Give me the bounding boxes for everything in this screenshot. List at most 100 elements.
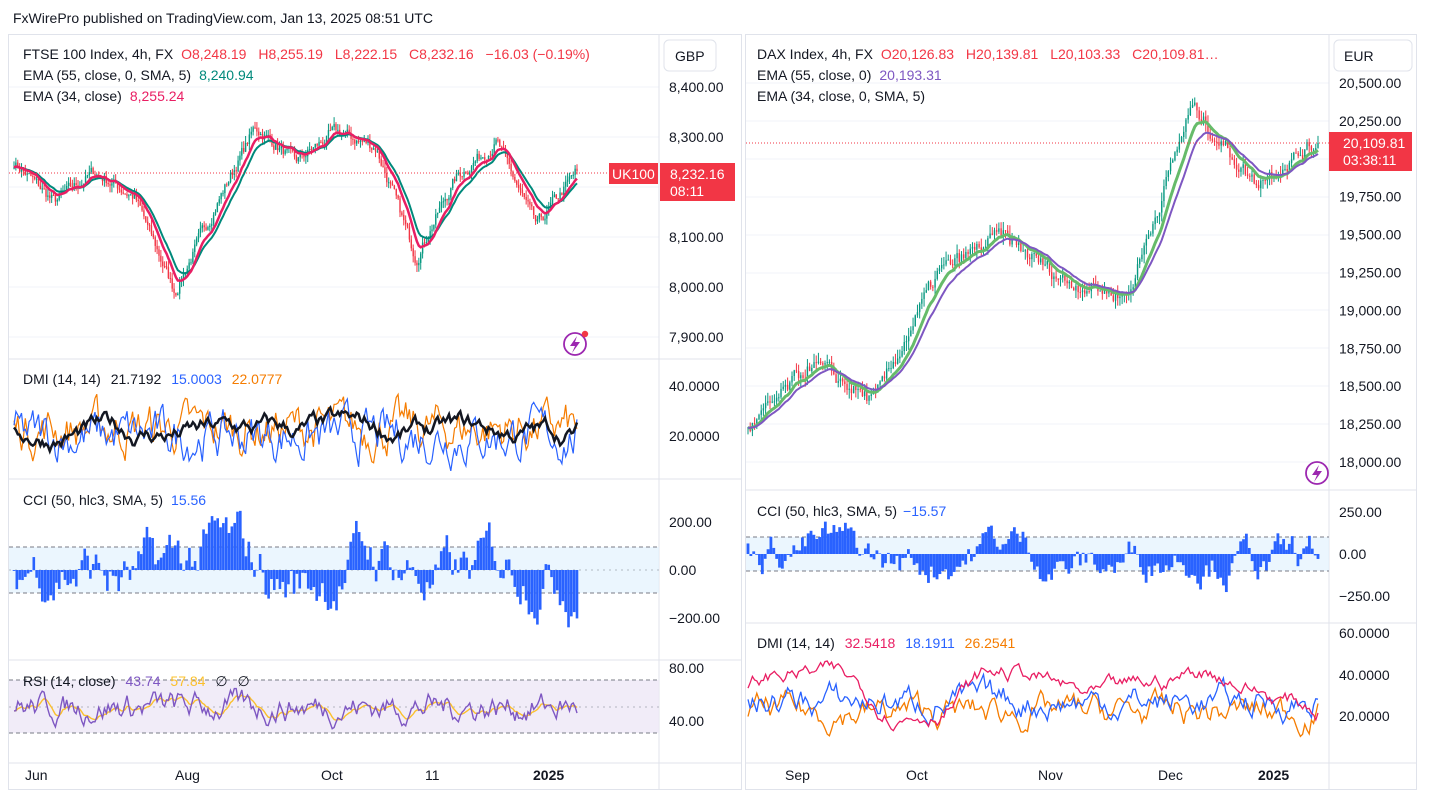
currency-button[interactable] (1333, 39, 1413, 72)
currency-button[interactable] (663, 39, 717, 72)
candle-body (1000, 228, 1002, 236)
candle-body (195, 238, 198, 245)
candle-body (1103, 288, 1106, 294)
candle-body (284, 150, 286, 154)
price-tick-label: 7,900.00 (669, 329, 724, 345)
cci-bar (346, 559, 350, 570)
candle-body (506, 152, 509, 159)
cci-bar (173, 545, 177, 570)
candle-body (18, 167, 21, 172)
cci-bar (24, 570, 27, 577)
cci-bar (752, 551, 756, 554)
candle-body (1075, 285, 1077, 291)
candle-body (280, 145, 283, 149)
cci-bar (924, 554, 927, 576)
candle-body (967, 251, 969, 254)
candle-body (978, 244, 980, 248)
candle-body (1011, 239, 1013, 245)
candle-body (536, 219, 539, 222)
candle-body (175, 292, 177, 296)
dax-chart-svg[interactable]: DAX Index, 4h, FX O20,126.83 H20,139.81 … (746, 35, 1417, 790)
ftse-chart-svg[interactable]: FTSE 100 Index, 4h, FX O8,248.19 H8,255.… (9, 35, 742, 790)
dax-last-price: 20,109.81 (1343, 135, 1405, 151)
candle-body (1057, 278, 1060, 280)
cci-bar (927, 554, 930, 583)
candle-body (118, 188, 121, 190)
candle-body (1169, 162, 1172, 172)
candle-body (258, 131, 260, 136)
cci-bar (487, 522, 491, 570)
cci-bar (52, 570, 55, 601)
dax-chart-panel[interactable]: DAX Index, 4h, FX O20,126.83 H20,139.81 … (745, 34, 1417, 790)
cci-bar (952, 554, 956, 572)
candle-body (243, 147, 245, 152)
candle-body (936, 270, 938, 279)
candle-body (1141, 254, 1143, 260)
candle-body (791, 375, 793, 383)
cci-bar (1024, 537, 1028, 554)
cci-bar (1139, 554, 1142, 568)
candle-body (1196, 102, 1198, 111)
cci-bar (904, 554, 907, 558)
cci-bar (895, 554, 899, 556)
candle-body (320, 141, 322, 143)
candle-body (154, 237, 156, 246)
candle-body (406, 224, 409, 227)
cci-bar (165, 545, 169, 570)
candle-body (557, 198, 559, 200)
candle-body (167, 267, 170, 278)
candle-body (231, 173, 234, 175)
cci-bar (1078, 554, 1082, 566)
candle-body (256, 127, 258, 132)
cci-bar (278, 570, 282, 590)
time-label: Oct (906, 767, 928, 783)
dax-dmi-plus-line (747, 672, 1319, 728)
cci-bar (445, 535, 449, 570)
cci-bar (763, 554, 767, 559)
cci-bar (746, 543, 750, 554)
candle-body (412, 248, 414, 257)
candle-body (753, 423, 756, 425)
cci-bar (148, 537, 152, 570)
cci-bar (366, 559, 369, 570)
candle-body (1308, 142, 1310, 147)
candle-body (1035, 253, 1038, 256)
candle-body (572, 174, 574, 176)
cci-bar (179, 563, 183, 570)
candle-body (1240, 167, 1242, 172)
dax-cci-axis: 250.00 0.00 −250.00 (1339, 504, 1390, 604)
candle-body (1183, 131, 1185, 137)
lightning-icon[interactable] (563, 330, 589, 356)
cci-bar (188, 547, 191, 570)
cci-bar (884, 554, 887, 564)
candle-body (1145, 238, 1148, 246)
ftse-rsi-axis: 80.00 40.00 (669, 660, 704, 729)
time-label: 11 (425, 767, 440, 783)
candle-body (401, 212, 403, 215)
cci-bar (1262, 554, 1265, 562)
cci-bar (244, 556, 248, 570)
candle-body (150, 225, 153, 234)
candle-body (327, 130, 330, 136)
candle-body (163, 266, 166, 268)
candle-body (35, 178, 38, 180)
ftse-chart-panel[interactable]: FTSE 100 Index, 4h, FX O8,248.19 H8,255.… (8, 34, 742, 790)
cci-bar (134, 568, 137, 570)
candle-body (1143, 245, 1145, 255)
candle-body (1136, 264, 1139, 279)
candle-body (1202, 116, 1205, 122)
candle-body (380, 158, 382, 166)
cci-bar (1216, 554, 1220, 579)
cci-bar (284, 570, 287, 598)
dmi-tick-label: 40.0000 (669, 378, 720, 394)
cci-bar (46, 570, 50, 601)
cci-bar (809, 530, 813, 554)
candle-body (1004, 230, 1007, 232)
candle-body (404, 220, 407, 225)
candle-body (207, 227, 209, 230)
cci-bar (224, 517, 228, 570)
lightning-icon[interactable] (1305, 461, 1329, 485)
candle-body (397, 195, 399, 199)
candle-body (444, 199, 446, 202)
cci-bar (43, 570, 47, 603)
